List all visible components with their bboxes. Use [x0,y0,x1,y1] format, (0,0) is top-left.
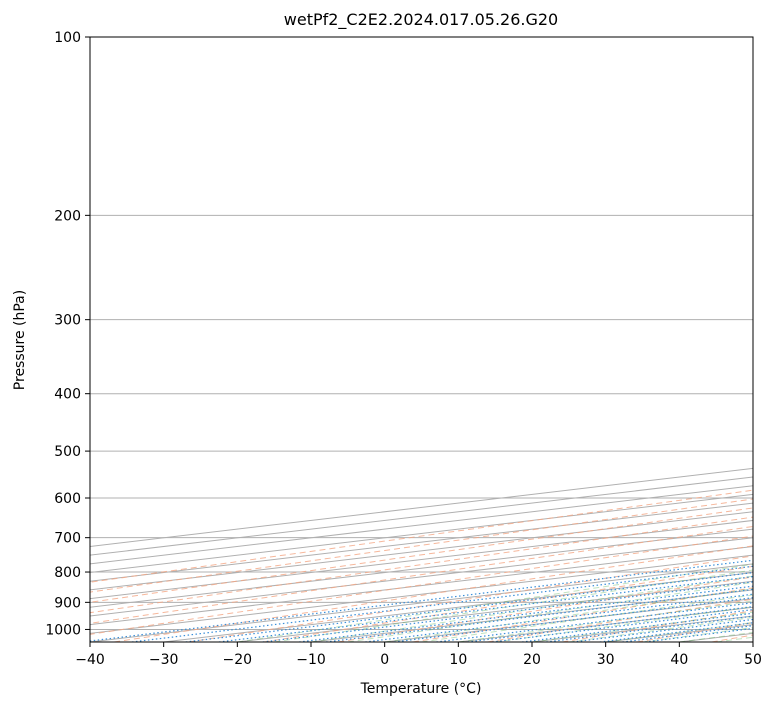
x-axis-label: Temperature (°C) [360,681,482,697]
x-tick-label: 0 [380,652,389,668]
isotherm-line [90,502,753,582]
moist-adiabat-line [605,622,753,642]
moist-adiabat-line [310,575,753,642]
dry-adiabat-line [562,610,753,642]
isotherm-line [679,632,753,642]
dry-adiabat-line [263,565,753,642]
dry-adiabat-line [412,587,753,642]
isotherm-line [163,572,753,642]
plot-frame [89,36,754,643]
isotherm-line [90,519,753,600]
x-axis: −40 −30 −20 −10 0 10 20 30 40 50 [75,642,762,668]
dry-adiabat-line [90,507,753,603]
x-tick-label: 10 [449,652,467,668]
mixing-ratio-line [262,581,753,642]
y-axis-label: Pressure (hPa) [12,290,28,390]
y-tick-label: 700 [54,531,81,547]
isotherm-line [90,528,753,608]
chart-title: wetPf2_C2E2.2024.017.05.26.G20 [284,10,558,30]
moist-adiabat-line [274,569,753,642]
x-tick-label: −30 [149,652,179,668]
y-axis: 100 200 300 400 500 600 700 800 900 1000 [45,30,90,638]
isotherm-line [90,554,753,634]
x-tick-label: 20 [523,652,541,668]
moist-adiabat-line [568,616,753,642]
y-tick-label: 300 [54,313,81,329]
mixing-ratio-line [522,612,753,642]
isotherm-line [90,545,753,626]
x-tick-label: −40 [75,652,105,668]
dry-adiabat-line [90,498,753,593]
mixing-ratio-line [218,575,753,642]
y-tick-label: 500 [54,444,81,460]
mixing-ratio-line [645,627,753,642]
dry-adiabat-line [90,516,753,614]
isotherm-line [90,476,753,556]
y-tick-label: 400 [54,387,81,403]
isotherm-line [90,467,753,547]
isotherm-line [458,606,753,642]
moist-adiabat-line [384,588,753,642]
y-tick-label: 600 [54,491,81,507]
x-tick-label: −10 [296,652,326,668]
isotherm-line [605,624,753,642]
moist-adiabat-line [421,594,753,642]
y-tick-label: 900 [54,595,81,611]
isotherm-line [752,641,753,642]
isotherm-line [90,493,753,574]
dry-adiabat-line [114,545,753,642]
isotherm-line [90,537,753,617]
dry-adiabat-line [487,598,753,642]
moist-adiabat-line [679,631,753,642]
isotherm-line [237,580,753,642]
dry-adiabat-line [188,555,753,642]
dry-adiabat-line [636,622,753,642]
moist-adiabat-line [237,563,753,642]
y-tick-label: 100 [54,30,81,46]
y-tick-label: 1000 [45,622,81,638]
grid-layer [90,37,753,642]
y-tick-label: 200 [54,208,81,224]
moist-adiabat-line [458,600,753,642]
y-tick-label: 800 [54,565,81,581]
dry-adiabat-line [711,634,753,642]
x-tick-label: 40 [670,652,688,668]
mixing-ratio-line [326,588,753,642]
isotherm-line [90,511,753,591]
moist-adiabat-line [716,636,753,642]
dry-adiabat-line [90,525,753,624]
mixing-ratio-line [299,585,753,642]
dry-adiabat-line [90,489,753,583]
isotherm-line [90,485,753,565]
dry-adiabat-line [90,535,753,635]
isotherm-line [310,589,753,642]
x-tick-label: 30 [597,652,615,668]
x-tick-label: 50 [744,652,762,668]
x-tick-label: −20 [223,652,253,668]
